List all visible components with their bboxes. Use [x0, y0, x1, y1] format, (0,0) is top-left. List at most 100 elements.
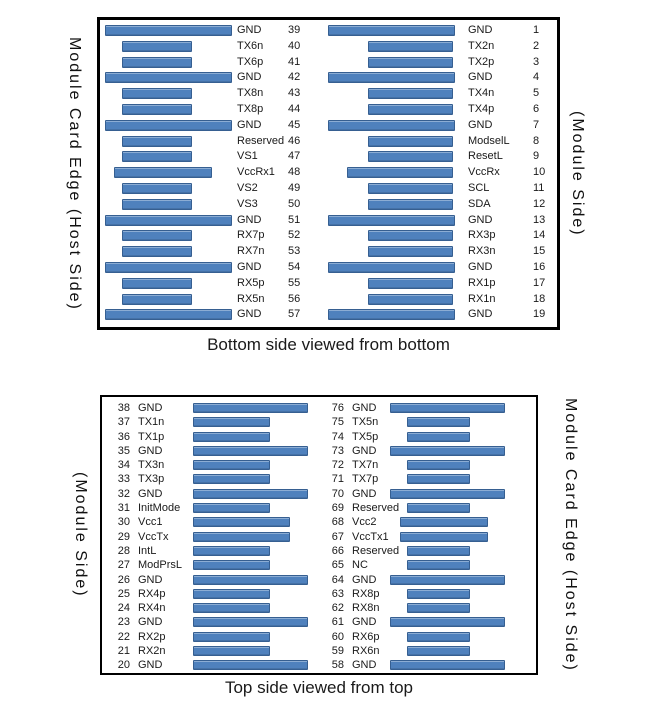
pin-label-5: TX4n: [468, 87, 495, 100]
pin-row-50: VS3 50: [100, 197, 557, 213]
pin-label-26: GND: [138, 573, 163, 586]
pin-label-40: TX6n: [237, 39, 264, 52]
pin-row-46: Reserved 46: [100, 134, 557, 150]
pin-row-14: RX3p 14: [100, 228, 557, 244]
pad-pin-46: [122, 135, 192, 147]
pad-pin-41: [122, 56, 192, 68]
pin-row-49: VS2 49: [100, 181, 557, 197]
pin-row-17: RX1p 17: [100, 276, 557, 292]
pin-row-28: IntL 28: [102, 544, 536, 558]
pin-row-31: InitMode 31: [102, 501, 536, 515]
pin-row-67: VccTx1 67: [102, 530, 536, 544]
pin-column-1-19: GND 1 TX2n 2 TX2p 3 GND 4 TX4n 5 TX4p 6 GND 7 ModselL 8…: [100, 20, 557, 327]
pin-label-19: GND: [468, 308, 493, 321]
pin-number-14: 14: [533, 229, 546, 242]
pin-number-30: 30: [117, 516, 130, 529]
pin-number-3: 3: [533, 55, 540, 68]
pin-number-69: 69: [331, 502, 344, 515]
pin-number-62: 62: [331, 602, 344, 615]
pad-pin-48: [114, 167, 212, 179]
pin-number-29: 29: [117, 530, 130, 543]
pin-label-72: TX7n: [352, 459, 379, 472]
pin-label-55: RX5p: [237, 276, 265, 289]
pad-pin-5: [368, 88, 453, 100]
pin-number-1: 1: [533, 24, 540, 36]
pin-number-45: 45: [288, 118, 301, 131]
pad-pin-11: [368, 182, 453, 194]
pin-number-35: 35: [117, 444, 130, 457]
pad-pin-44: [122, 103, 192, 115]
pin-number-49: 49: [288, 181, 301, 194]
pad-pin-37: [193, 417, 270, 428]
pin-label-10: VccRx: [468, 166, 500, 179]
pin-label-7: GND: [468, 118, 493, 131]
pin-number-63: 63: [331, 587, 344, 600]
pin-row-12: SDA 12: [100, 197, 557, 213]
edge-label-module-side-top-panel: (Module Side): [569, 110, 586, 237]
pad-pin-13: [328, 214, 455, 226]
pin-number-67: 67: [331, 530, 344, 543]
pin-row-64: GND 64: [102, 573, 536, 587]
pad-pin-66: [407, 545, 470, 556]
pin-number-39: 39: [288, 24, 301, 36]
pad-pin-53: [122, 246, 192, 258]
pin-label-21: RX2n: [138, 645, 166, 658]
pin-label-14: RX3p: [468, 229, 496, 242]
pin-label-42: GND: [237, 71, 262, 84]
pin-number-10: 10: [533, 166, 546, 179]
pin-number-75: 75: [331, 416, 344, 429]
pad-pin-6: [368, 103, 453, 115]
pin-label-64: GND: [352, 573, 377, 586]
pad-pin-31: [193, 503, 270, 514]
pin-row-32: GND 32: [102, 487, 536, 501]
pin-number-19: 19: [533, 308, 546, 321]
pin-label-8: ModselL: [468, 134, 510, 147]
pad-pin-18: [368, 293, 453, 305]
pin-number-54: 54: [288, 260, 301, 273]
pin-row-35: GND 35: [102, 444, 536, 458]
pin-row-65: NC 65: [102, 558, 536, 572]
pad-pin-7: [328, 119, 455, 131]
pad-pin-61: [390, 617, 505, 628]
pin-number-12: 12: [533, 197, 546, 210]
pin-label-11: SCL: [468, 181, 490, 194]
pin-row-37: TX1n 37: [102, 415, 536, 429]
pin-row-19: GND 19: [100, 307, 557, 323]
pin-number-5: 5: [533, 87, 540, 100]
pin-label-62: RX8n: [352, 602, 380, 615]
pin-row-76: GND 76: [102, 401, 536, 415]
pad-pin-71: [407, 474, 470, 485]
pin-label-1: GND: [468, 24, 493, 36]
pin-row-16: GND 16: [100, 260, 557, 276]
pad-pin-68: [400, 517, 488, 528]
pad-pin-47: [122, 151, 192, 163]
pin-number-46: 46: [288, 134, 301, 147]
pin-label-20: GND: [138, 659, 163, 672]
pin-row-66: Reserved 66: [102, 544, 536, 558]
pad-pin-34: [193, 460, 270, 471]
pin-label-57: GND: [237, 308, 262, 321]
pin-label-41: TX6p: [237, 55, 264, 68]
pad-pin-24: [193, 603, 270, 614]
pin-row-24: RX4n 24: [102, 601, 536, 615]
pin-number-22: 22: [117, 630, 130, 643]
pin-row-61: GND 61: [102, 615, 536, 629]
pin-row-15: RX3n 15: [100, 244, 557, 260]
pin-label-2: TX2n: [468, 39, 495, 52]
pad-pin-27: [193, 560, 270, 571]
pin-row-13: GND 13: [100, 213, 557, 229]
pin-label-38: GND: [138, 402, 163, 414]
pin-label-49: VS2: [237, 181, 258, 194]
pad-pin-19: [328, 309, 455, 321]
pad-pin-49: [122, 182, 192, 194]
pin-row-36: TX1p 36: [102, 430, 536, 444]
pin-number-17: 17: [533, 276, 546, 289]
pad-pin-22: [193, 631, 270, 642]
pin-label-17: RX1p: [468, 276, 496, 289]
pin-row-39: GND 39: [100, 23, 557, 39]
pin-label-52: RX7p: [237, 229, 265, 242]
pin-label-75: TX5n: [352, 416, 379, 429]
pin-row-45: GND 45: [100, 118, 557, 134]
pin-label-30: Vcc1: [138, 516, 163, 529]
pin-label-71: TX7p: [352, 473, 379, 486]
